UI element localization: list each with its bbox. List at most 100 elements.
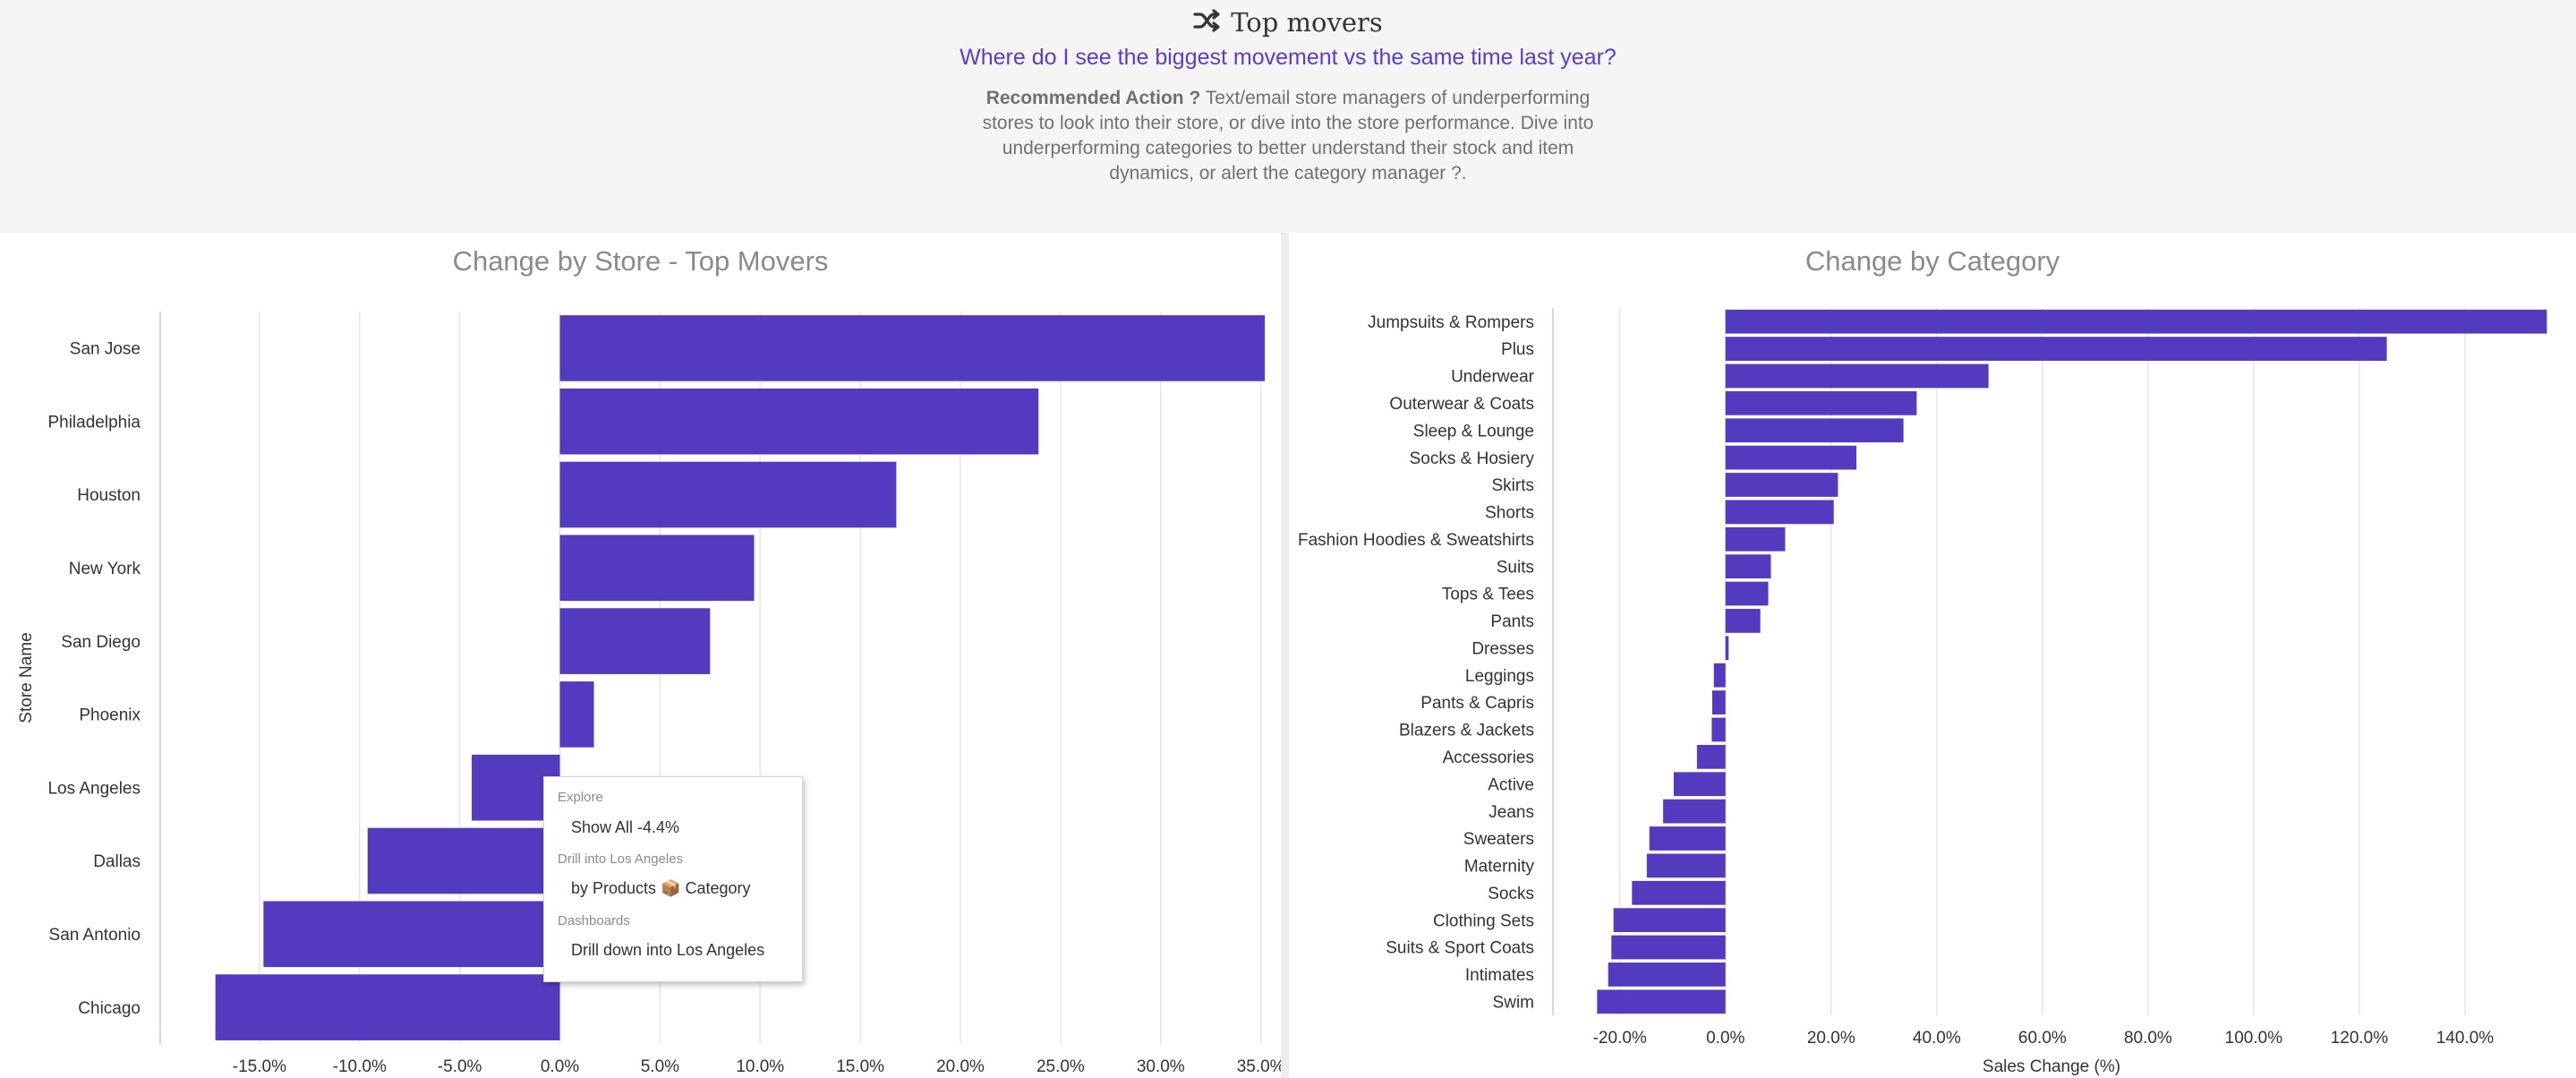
category-label: Plus xyxy=(1501,340,1534,359)
category-label: Sweaters xyxy=(1463,830,1534,849)
x-tick-label: -10.0% xyxy=(333,1057,387,1076)
bar-pants-capris[interactable] xyxy=(1711,690,1726,714)
bar-jeans[interactable] xyxy=(1663,799,1726,824)
bar-suits-sport-coats[interactable] xyxy=(1611,935,1726,960)
page-subtitle: Where do I see the biggest movement vs t… xyxy=(960,45,1616,70)
bar-plus[interactable] xyxy=(1725,337,2387,361)
category-label: Philadelphia xyxy=(47,413,141,432)
show-all-option[interactable]: Show All -4.4% xyxy=(571,818,680,836)
x-tick-label: 35.0% xyxy=(1237,1057,1281,1076)
package-icon: 📦 xyxy=(661,879,681,897)
x-tick-label: 0.0% xyxy=(541,1057,579,1076)
bar-san-diego[interactable] xyxy=(559,608,711,674)
bar-underwear[interactable] xyxy=(1725,364,1989,389)
bar-dresses[interactable] xyxy=(1725,636,1729,661)
bar-tops-tees[interactable] xyxy=(1725,581,1769,606)
bar-suits[interactable] xyxy=(1725,554,1771,579)
x-tick-label: 10.0% xyxy=(736,1057,784,1076)
category-label: Shorts xyxy=(1485,504,1534,523)
category-label: Jumpsuits & Rompers xyxy=(1368,313,1534,332)
x-tick-label: 20.0% xyxy=(1807,1029,1855,1048)
bar-sleep-lounge[interactable] xyxy=(1725,418,1904,443)
bar-socks-hosiery[interactable] xyxy=(1725,445,1857,470)
category-label: Chicago xyxy=(78,999,141,1018)
bar-dallas[interactable] xyxy=(367,827,560,894)
x-tick-label: 120.0% xyxy=(2331,1029,2389,1048)
x-tick-label: 15.0% xyxy=(836,1057,884,1076)
category-label: Socks & Hosiery xyxy=(1410,449,1535,468)
category-label: Los Angeles xyxy=(47,779,141,798)
category-label: Swim xyxy=(1493,993,1534,1012)
bar-philadelphia[interactable] xyxy=(559,388,1039,455)
category-label: Clothing Sets xyxy=(1433,911,1534,930)
category-label: Active xyxy=(1488,775,1534,794)
bar-jumpsuits-rompers[interactable] xyxy=(1725,309,2547,334)
bar-intimates[interactable] xyxy=(1608,962,1726,987)
category-label: Tops & Tees xyxy=(1442,586,1534,604)
category-label: Leggings xyxy=(1465,667,1534,686)
bar-blazers-jackets[interactable] xyxy=(1711,717,1726,742)
bar-swim[interactable] xyxy=(1597,989,1726,1014)
bar-chicago[interactable] xyxy=(215,974,560,1040)
category-label: Skirts xyxy=(1492,476,1535,495)
store-chart: San Jose Philadelphia Houston New York San D… xyxy=(17,312,1281,1076)
category-chart-title: Change by Category xyxy=(1804,245,2060,277)
bar-outerwear-coats[interactable] xyxy=(1725,390,1917,415)
x-tick-label: -5.0% xyxy=(438,1057,482,1076)
drill-menu: Explore Show All -4.4% Drill into Los An… xyxy=(543,776,803,982)
bar-shorts[interactable] xyxy=(1725,500,1834,525)
bar-pants[interactable] xyxy=(1725,609,1761,633)
category-label: Dresses xyxy=(1471,639,1534,658)
category-label: Houston xyxy=(77,486,141,505)
x-tick-label: 5.0% xyxy=(641,1057,679,1076)
title-row: Top movers xyxy=(0,7,2576,38)
bar-clothing-sets[interactable] xyxy=(1613,908,1726,933)
category-label: Suits & Sport Coats xyxy=(1386,939,1534,958)
bar-sweaters[interactable] xyxy=(1649,826,1726,851)
panel-divider xyxy=(1281,233,1289,1078)
page-title: Top movers xyxy=(1231,7,1383,38)
category-label: Category xyxy=(685,879,751,897)
x-tick-label: -20.0% xyxy=(1593,1029,1647,1048)
category-label: Jeans xyxy=(1488,803,1534,822)
recommended-action-label: Recommended Action ? xyxy=(985,88,1201,108)
bar-san-antonio[interactable] xyxy=(263,901,560,968)
bar-fashion-hoodies-sweatshirts[interactable] xyxy=(1725,526,1786,552)
x-tick-label: 140.0% xyxy=(2436,1029,2495,1048)
category-label: Pants xyxy=(1490,612,1534,631)
bar-maternity[interactable] xyxy=(1646,853,1726,878)
bar-san-jose[interactable] xyxy=(559,315,1266,381)
bar-skirts[interactable] xyxy=(1725,473,1838,497)
drill-heading: Drill into Los Angeles xyxy=(558,851,684,867)
bar-accessories[interactable] xyxy=(1696,744,1726,769)
page-header: Top movers Where do I see the biggest mo… xyxy=(0,0,2576,233)
category-label: Maternity xyxy=(1464,858,1535,877)
category-label: New York xyxy=(69,560,141,578)
category-label: San Antonio xyxy=(49,926,141,945)
bar-socks[interactable] xyxy=(1632,880,1726,905)
bar-houston[interactable] xyxy=(559,461,897,528)
recommended-action: Recommended Action ? Text/email store ma… xyxy=(975,86,1601,186)
explore-heading: Explore xyxy=(558,790,603,805)
shuffle-icon xyxy=(1193,8,1222,38)
category-label: San Diego xyxy=(61,633,141,652)
store-chart-title: Change by Store - Top Movers xyxy=(452,245,829,277)
category-chart: Jumpsuits & Rompers Plus Underwear Outerwea… xyxy=(1298,308,2547,1076)
bar-phoenix[interactable] xyxy=(559,681,594,748)
drill-down-dashboard-option[interactable]: Drill down into Los Angeles xyxy=(571,941,765,959)
x-tick-label: 60.0% xyxy=(2018,1029,2067,1048)
drill-by-products-category-option[interactable]: by Products 📦 Category xyxy=(571,879,751,898)
category-label: Suits xyxy=(1497,558,1534,577)
bar-leggings[interactable] xyxy=(1713,663,1726,688)
category-label: Fashion Hoodies & Sweatshirts xyxy=(1298,531,1534,550)
bar-active[interactable] xyxy=(1673,772,1726,797)
category-label: Outerwear & Coats xyxy=(1389,395,1534,414)
category-label: Socks xyxy=(1488,885,1534,903)
by-products-label: by Products xyxy=(571,879,657,897)
x-tick-label: 100.0% xyxy=(2225,1029,2283,1048)
category-label: San Jose xyxy=(70,340,141,359)
x-tick-label: 0.0% xyxy=(1706,1029,1744,1048)
category-label: Sleep & Lounge xyxy=(1413,422,1534,441)
x-tick-label: -15.0% xyxy=(233,1057,286,1076)
bar-new-york[interactable] xyxy=(559,535,755,602)
